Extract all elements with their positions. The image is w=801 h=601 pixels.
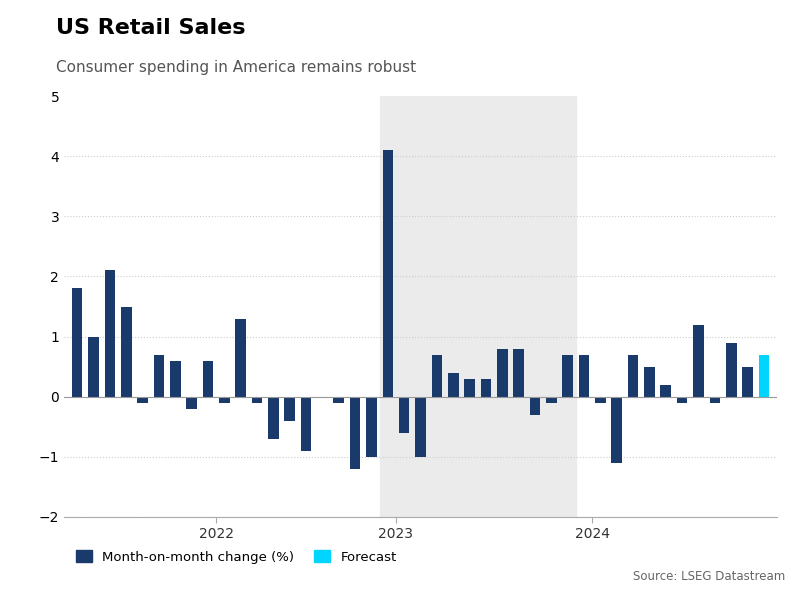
Bar <box>235 319 246 397</box>
Bar <box>448 373 458 397</box>
Bar <box>121 307 131 397</box>
Bar <box>693 325 704 397</box>
Bar <box>644 367 654 397</box>
Bar <box>562 355 573 397</box>
Bar <box>595 397 606 403</box>
Bar <box>465 379 475 397</box>
Bar <box>300 397 312 451</box>
Bar <box>383 150 393 397</box>
Bar <box>743 367 753 397</box>
Bar <box>203 361 213 397</box>
Bar <box>513 349 524 397</box>
Bar <box>710 397 720 403</box>
Bar <box>497 349 508 397</box>
Bar <box>88 337 99 397</box>
Bar <box>366 397 376 457</box>
Bar <box>399 397 409 433</box>
Bar <box>252 397 263 403</box>
Bar <box>611 397 622 463</box>
Bar <box>137 397 148 403</box>
Text: Source: LSEG Datastream: Source: LSEG Datastream <box>633 570 785 583</box>
Bar <box>677 397 687 403</box>
Bar <box>268 397 279 439</box>
Legend: Month-on-month change (%), Forecast: Month-on-month change (%), Forecast <box>70 545 402 569</box>
Text: US Retail Sales: US Retail Sales <box>56 18 246 38</box>
Bar <box>481 379 491 397</box>
Bar <box>284 397 295 421</box>
Bar <box>578 355 590 397</box>
Bar <box>529 397 541 415</box>
Bar <box>546 397 557 403</box>
Bar <box>432 355 442 397</box>
Bar <box>380 96 576 517</box>
Bar <box>628 355 638 397</box>
Text: Consumer spending in America remains robust: Consumer spending in America remains rob… <box>56 60 417 75</box>
Bar <box>661 385 671 397</box>
Bar <box>726 343 736 397</box>
Bar <box>154 355 164 397</box>
Bar <box>170 361 180 397</box>
Bar <box>219 397 230 403</box>
Bar <box>187 397 197 409</box>
Bar <box>350 397 360 469</box>
Bar <box>759 355 769 397</box>
Bar <box>105 270 115 397</box>
Bar <box>415 397 426 457</box>
Bar <box>333 397 344 403</box>
Bar <box>72 288 83 397</box>
